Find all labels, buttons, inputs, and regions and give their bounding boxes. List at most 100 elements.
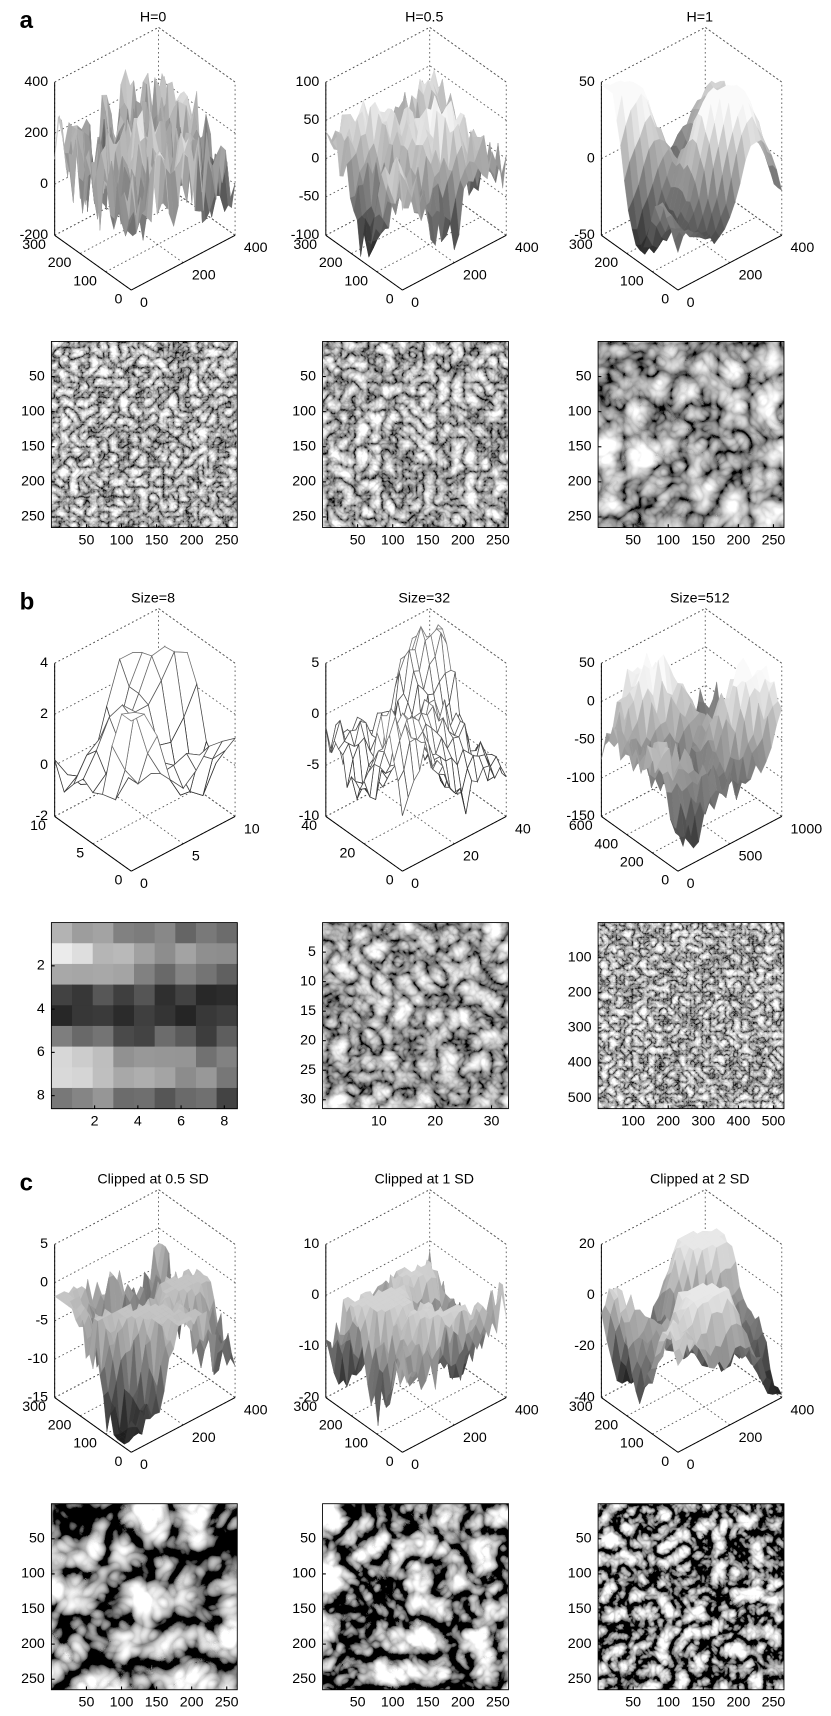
z-tick-label: 0 (311, 706, 319, 722)
grid-line (378, 789, 455, 844)
image-texture (323, 341, 509, 527)
image-panel: 5010015020025050100150200250 (292, 1504, 510, 1711)
x-tick-label: 250 (215, 1695, 239, 1711)
y-tick-label: 8 (37, 1087, 45, 1103)
grid-line (653, 1370, 730, 1425)
y-tick-label: 5 (76, 845, 84, 861)
image-pixel (217, 964, 238, 985)
z-tick-label: 200 (24, 125, 48, 141)
x-tick-label: 150 (145, 1695, 169, 1711)
image-pixel (51, 943, 72, 964)
z-tick-label: -100 (566, 770, 595, 786)
y-tick-label: 150 (568, 1601, 592, 1617)
x-tick-label: 200 (463, 268, 487, 284)
panel-title: Size=512 (670, 590, 730, 606)
image-pixel (196, 1005, 217, 1026)
panel-title: H=1 (687, 9, 714, 25)
y-tick-label: 4 (37, 1001, 45, 1017)
y-tick-label: 20 (300, 1032, 316, 1048)
image-pixel (113, 1005, 134, 1026)
grid-line (326, 1190, 506, 1245)
z-tick-label: 100 (296, 74, 320, 90)
y-tick-label: 100 (292, 403, 316, 419)
image-pixel (113, 1067, 134, 1088)
image-pixel (175, 964, 196, 985)
y-tick-label: 300 (569, 237, 593, 253)
image-texture (323, 923, 509, 1109)
x-tick-label: 100 (381, 532, 405, 548)
image-pixel (196, 943, 217, 964)
z-tick-label: -10 (299, 1338, 320, 1354)
image-pixel (72, 964, 93, 985)
panel-title: Size=32 (398, 590, 450, 606)
x-tick-label: 0 (140, 876, 148, 892)
y-tick-label: 0 (386, 873, 394, 889)
image-pixel (72, 1067, 93, 1088)
image-pixel (113, 923, 134, 944)
axis-line (131, 235, 235, 290)
x-tick-label: 50 (350, 1695, 366, 1711)
x-tick-label: 5 (192, 849, 200, 865)
y-tick-label: 200 (568, 1636, 592, 1652)
image-pixel (175, 1047, 196, 1068)
image-pixel (217, 1067, 238, 1088)
z-tick-label: 10 (303, 1236, 319, 1252)
image-pixel (93, 1005, 114, 1026)
panel: Size=512-150-100-50050020040060005001000… (566, 590, 822, 1129)
y-tick-label: 100 (568, 949, 592, 965)
image-panel: 5010015020025050100150200250 (568, 1504, 786, 1711)
image-pixel (93, 923, 114, 944)
z-tick-label: 0 (311, 150, 319, 166)
image-pixel (93, 1047, 114, 1068)
x-tick-label: 150 (691, 532, 715, 548)
x-tick-label: 50 (625, 1695, 641, 1711)
y-tick-label: 50 (29, 1531, 45, 1547)
x-tick-label: 0 (411, 876, 419, 892)
image-pixel (72, 1088, 93, 1109)
surface (601, 81, 781, 255)
y-tick-label: 20 (340, 845, 356, 861)
image-pixel (217, 1088, 238, 1109)
z-tick-label: 400 (24, 74, 48, 90)
y-tick-label: 50 (576, 368, 592, 384)
y-tick-label: 200 (594, 255, 618, 271)
grid-line (601, 608, 781, 663)
y-tick-label: 200 (319, 255, 343, 271)
z-tick-label: 0 (587, 693, 595, 709)
image-panel: 24682468 (37, 923, 238, 1130)
z-tick-label: -20 (574, 1338, 595, 1354)
x-tick-label: 0 (687, 295, 695, 311)
y-tick-label: 250 (568, 1671, 592, 1687)
axis-line (402, 816, 506, 871)
y-tick-label: 250 (21, 509, 45, 525)
image-pixel (134, 1088, 155, 1109)
image-pixel (217, 943, 238, 964)
x-tick-label: 100 (110, 1695, 134, 1711)
y-tick-label: 300 (22, 237, 46, 253)
x-tick-label: 150 (416, 532, 440, 548)
image-pixel (72, 1005, 93, 1026)
axis-line (402, 1398, 506, 1453)
image-pixel (134, 964, 155, 985)
y-tick-label: 300 (569, 1399, 593, 1415)
y-tick-label: 0 (386, 1454, 394, 1470)
y-tick-label: 0 (661, 292, 669, 308)
image-pixel (51, 1067, 72, 1088)
panel-title: Size=8 (131, 590, 175, 606)
grid-line (364, 789, 468, 844)
image-pixel (155, 943, 176, 964)
image-pixel (175, 985, 196, 1006)
x-tick-label: 4 (134, 1114, 142, 1130)
x-tick-label: 0 (140, 295, 148, 311)
image-pixel (155, 964, 176, 985)
image-panel: 5010015020025050100150200250 (21, 341, 239, 548)
y-tick-label: 200 (21, 474, 45, 490)
y-tick-label: 5 (308, 944, 316, 960)
y-tick-label: 150 (21, 1601, 45, 1617)
image-pixel (217, 1026, 238, 1047)
y-tick-label: 25 (300, 1062, 316, 1078)
x-tick-label: 400 (791, 1402, 815, 1418)
y-tick-label: 200 (568, 985, 592, 1001)
image-pixel (217, 985, 238, 1006)
x-tick-label: 250 (762, 1695, 786, 1711)
